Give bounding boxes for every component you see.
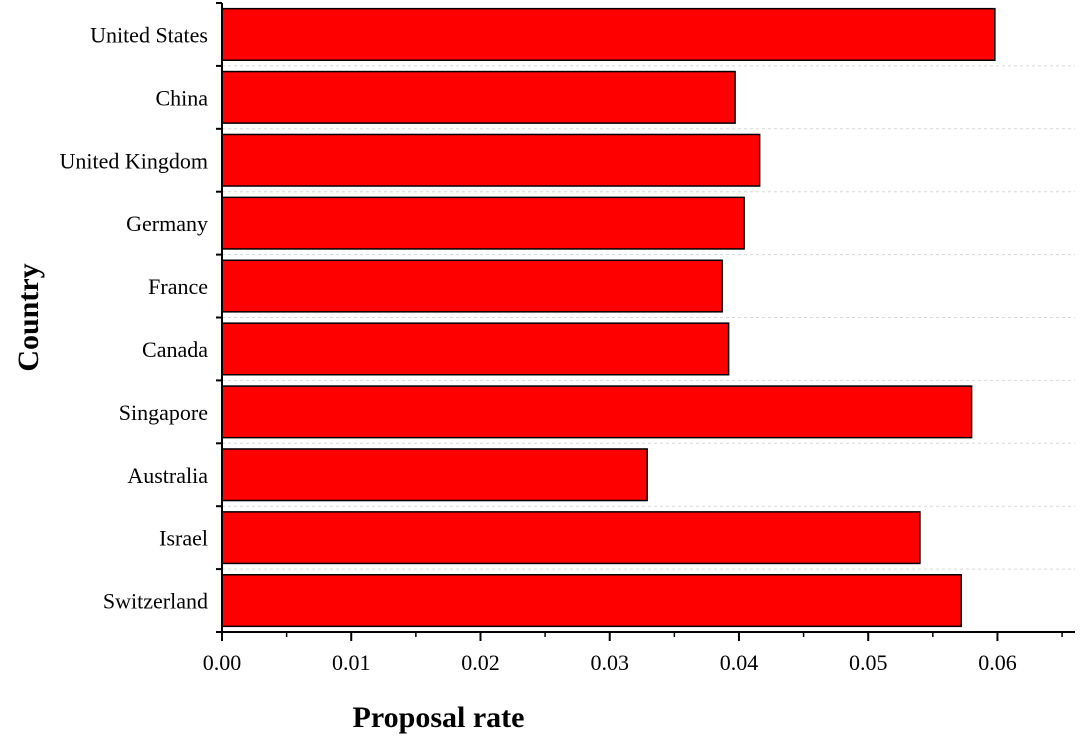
y-tick-label: United Kingdom	[60, 148, 209, 173]
bar-israel	[221, 511, 921, 565]
x-tick-label: 0.03	[590, 650, 629, 675]
y-tick-label: Germany	[126, 211, 208, 236]
bar-germany	[221, 196, 745, 250]
x-tick-label: 0.01	[332, 650, 371, 675]
y-tick-label: Australia	[127, 463, 208, 488]
x-tick-label: 0.05	[849, 650, 888, 675]
bar-australia	[221, 448, 648, 502]
y-tick-label: Switzerland	[103, 589, 208, 614]
bar-china	[221, 70, 736, 124]
x-tick-label: 0.02	[461, 650, 500, 675]
grid-lines	[222, 65, 1075, 570]
y-tick-label: Singapore	[119, 400, 208, 425]
bar-singapore	[221, 385, 973, 439]
x-tick-label: 0.06	[978, 650, 1017, 675]
axes	[216, 3, 1075, 640]
bar-france	[221, 259, 723, 313]
y-axis-title: Country	[12, 263, 45, 371]
y-tick-label: Canada	[142, 337, 208, 362]
bar-united-states	[221, 7, 996, 61]
x-tick-label: 0.04	[720, 650, 759, 675]
bar-united-kingdom	[221, 133, 761, 187]
x-tick-label: 0.00	[203, 650, 242, 675]
y-tick-label: United States	[90, 22, 208, 47]
bar-switzerland	[221, 574, 963, 628]
bars	[221, 7, 996, 628]
bar-canada	[221, 322, 730, 376]
y-tick-label: France	[148, 274, 208, 299]
x-axis-title: Proposal rate	[353, 701, 525, 734]
x-axis-ticks: 0.00 0.01 0.02 0.03 0.04 0.05 0.06	[203, 632, 1063, 675]
y-tick-label: Israel	[159, 526, 208, 551]
y-axis-ticks: United States China United Kingdom Germany F…	[60, 2, 222, 633]
y-tick-label: China	[155, 85, 208, 110]
